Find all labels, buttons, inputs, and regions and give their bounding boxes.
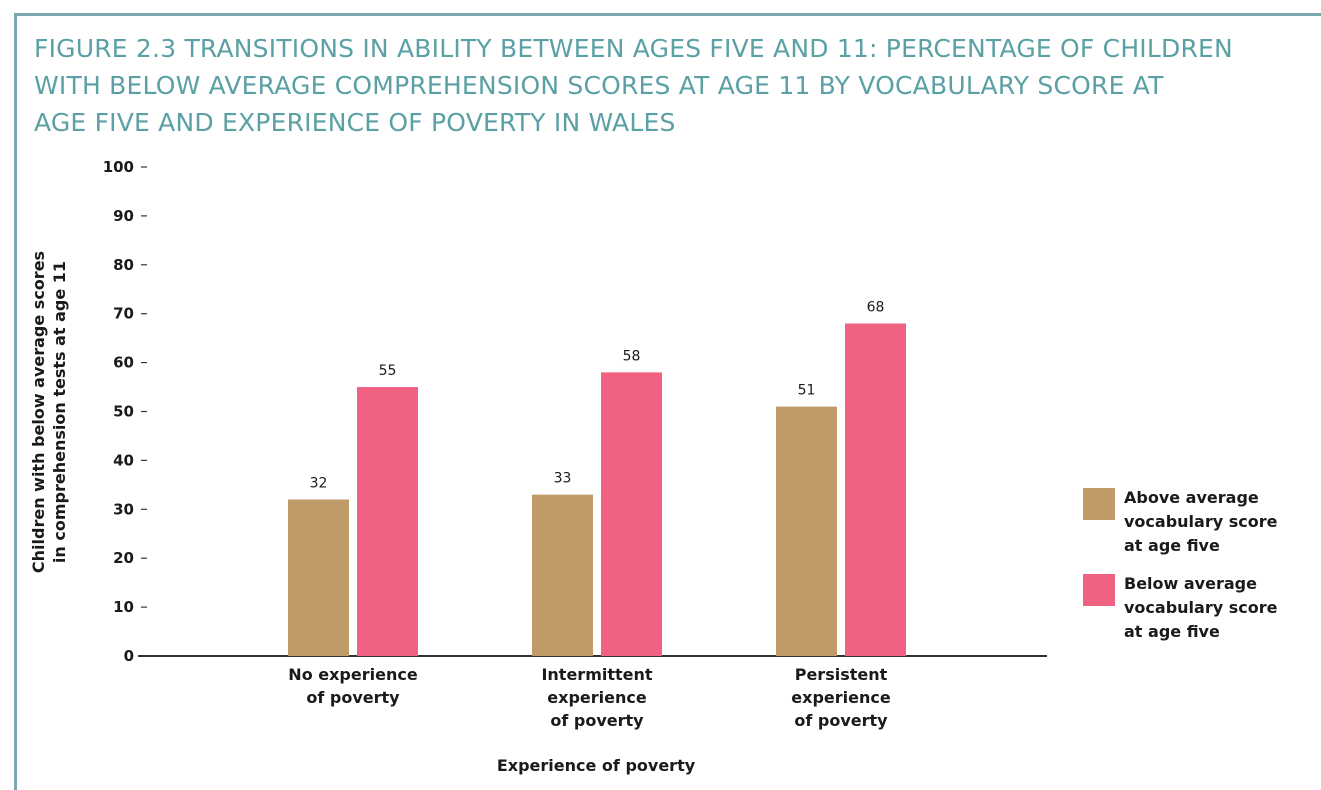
- legend-swatch-above-average: [1083, 488, 1115, 520]
- legend-swatch-below-average: [1083, 574, 1115, 606]
- bar-value-label: 32: [310, 476, 328, 492]
- x-category-label: Persistent experience of poverty: [791, 665, 891, 730]
- bar: [845, 323, 906, 656]
- frame-top-border: [14, 13, 1321, 16]
- legend-label-below-average: Below average vocabulary score at age fi…: [1124, 574, 1278, 641]
- y-tick-label: 60: [113, 354, 134, 372]
- bar: [288, 499, 349, 656]
- y-tick-label: 80: [113, 256, 134, 274]
- legend-label-above-average: Above average vocabulary score at age fi…: [1124, 488, 1278, 555]
- y-tick-label: 20: [113, 549, 134, 567]
- y-tick-label: 40: [113, 451, 134, 469]
- bar-value-label: 33: [554, 471, 572, 487]
- y-tick-label: 0: [124, 647, 134, 665]
- y-tick-label: 90: [113, 207, 134, 225]
- x-category-label-line: experience: [547, 688, 647, 707]
- bar-value-label: 58: [623, 348, 641, 364]
- bar-value-label: 55: [379, 363, 397, 379]
- bar: [601, 372, 662, 656]
- figure-title: FIGURE 2.3 TRANSITIONS IN ABILITY BETWEE…: [34, 34, 1233, 137]
- legend: Above average vocabulary score at age fi…: [1083, 486, 1313, 658]
- y-tick-label: 10: [113, 598, 134, 616]
- bar: [532, 494, 593, 656]
- bar: [776, 406, 837, 656]
- y-tick-label: 30: [113, 500, 134, 518]
- x-category-label-line: of poverty: [794, 711, 888, 730]
- legend-item-above-average: Above average vocabulary score at age fi…: [1083, 486, 1313, 558]
- x-category-label-line: Persistent: [795, 665, 888, 684]
- x-category-label: Intermittent experience of poverty: [541, 665, 652, 730]
- bar-value-label: 68: [867, 299, 885, 315]
- y-tick-label: 100: [103, 158, 134, 176]
- legend-item-below-average: Below average vocabulary score at age fi…: [1083, 572, 1313, 644]
- x-category-label-line: No experience: [288, 665, 418, 684]
- x-category-label-line: of poverty: [306, 688, 400, 707]
- x-category-label-line: Intermittent: [541, 665, 652, 684]
- x-category-label-line: of poverty: [550, 711, 644, 730]
- bar-value-label: 51: [798, 383, 816, 399]
- frame-left-border: [14, 13, 17, 790]
- y-tick-label: 70: [113, 305, 134, 323]
- bar: [357, 387, 418, 656]
- x-category-label: No experience of poverty: [288, 665, 418, 707]
- y-tick-label: 50: [113, 403, 134, 421]
- x-category-label-line: experience: [791, 688, 891, 707]
- x-axis-label: Experience of poverty: [496, 756, 696, 775]
